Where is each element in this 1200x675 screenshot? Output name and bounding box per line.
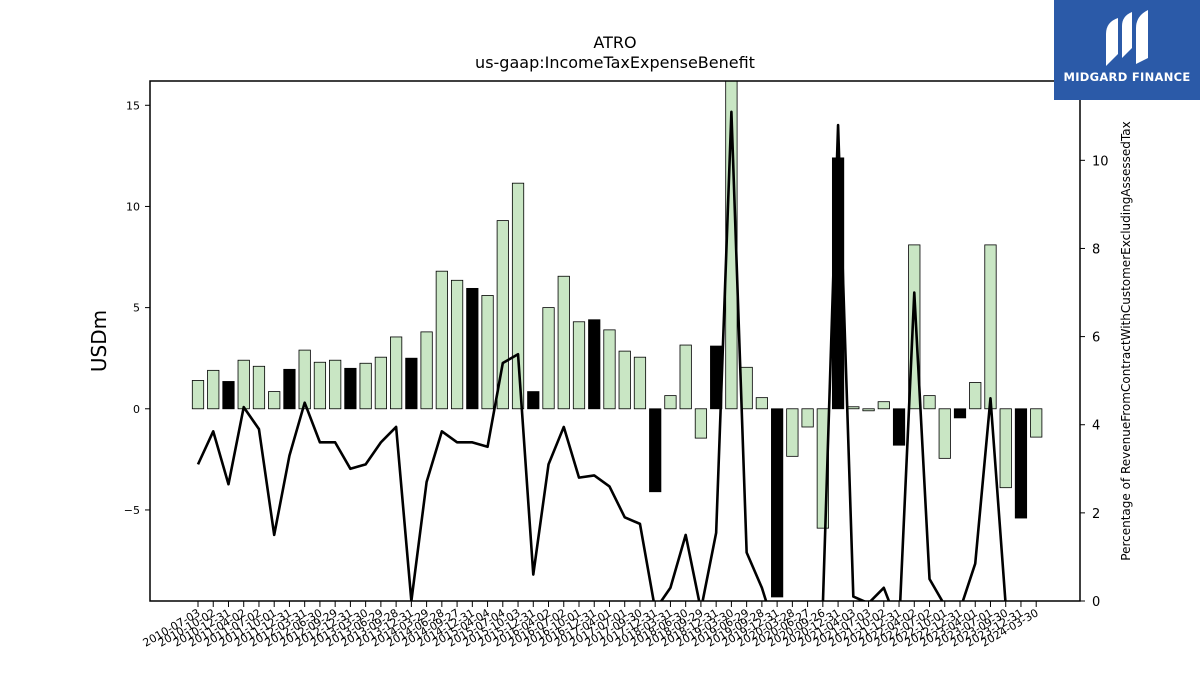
bar [572, 321, 586, 410]
bar [298, 349, 311, 410]
y-tick-label: 5 [133, 302, 140, 315]
bar [755, 397, 768, 410]
bar [268, 391, 281, 410]
bar [313, 361, 327, 410]
bar [877, 401, 890, 410]
y2-tick-label: 8 [1092, 242, 1100, 257]
y2-axis-label: Percentage of RevenueFromContractWithCus… [1119, 121, 1133, 560]
midgard-logo-icon [1106, 10, 1148, 66]
bar [923, 395, 936, 410]
bar [953, 408, 967, 419]
y-tick-label: 0 [133, 403, 140, 416]
y2-tick-label: 2 [1092, 507, 1100, 522]
bar [588, 319, 601, 410]
bar [191, 380, 205, 410]
y2-tick-label: 0 [1092, 595, 1100, 610]
line-group [196, 110, 1007, 601]
bar [816, 408, 829, 529]
bar [527, 391, 540, 410]
bar [542, 307, 555, 410]
bar [771, 408, 784, 598]
bar [237, 359, 250, 410]
y2-tick-label: 6 [1092, 331, 1100, 346]
bar [222, 381, 235, 410]
plot-frame [149, 80, 1081, 602]
bar [466, 287, 479, 410]
y-tick-label: −5 [124, 504, 140, 517]
bar [786, 408, 799, 457]
bar [481, 295, 494, 410]
bar [999, 408, 1012, 489]
y-tick-label: 10 [126, 200, 140, 213]
bar [847, 406, 860, 410]
y-axis-label: USDm [87, 310, 111, 372]
y-tick-label: 15 [126, 99, 140, 112]
bar [679, 344, 692, 410]
bar [511, 182, 525, 410]
bar [1014, 408, 1028, 519]
bar [405, 357, 418, 410]
bar [252, 365, 266, 410]
bar [496, 220, 509, 410]
bar [435, 270, 448, 410]
bar [694, 408, 708, 439]
bar [603, 329, 616, 410]
bar [801, 408, 814, 428]
bar [344, 367, 357, 410]
bar [969, 382, 982, 410]
bar [664, 395, 677, 410]
bar [283, 368, 296, 410]
bar [649, 408, 662, 493]
bar [984, 244, 997, 410]
bar [892, 408, 906, 446]
bar [557, 275, 570, 410]
bar [862, 408, 875, 412]
bar [938, 408, 951, 459]
bars-group [191, 80, 1043, 598]
bar [359, 362, 372, 410]
y2-tick-label: 10 [1092, 154, 1109, 169]
chart-title: ATRO [593, 33, 636, 52]
bar [207, 369, 220, 410]
bar [374, 356, 387, 410]
bar [450, 279, 464, 410]
y2-tick-label: 4 [1092, 419, 1100, 434]
chart-subtitle: us-gaap:IncomeTaxExpenseBenefit [475, 53, 755, 72]
bar [329, 359, 342, 410]
bar [390, 336, 403, 410]
series-line [196, 110, 1007, 601]
bar [633, 356, 647, 410]
bar [420, 331, 433, 410]
bar [1030, 408, 1043, 438]
midgard-finance-logo: MIDGARD FINANCE [1054, 0, 1200, 100]
bar [908, 244, 921, 410]
logo-text: MIDGARD FINANCE [1063, 70, 1191, 84]
ticks-group: −505101502468102010-07-032010-10-022010-… [124, 99, 1109, 649]
bar [618, 350, 631, 410]
